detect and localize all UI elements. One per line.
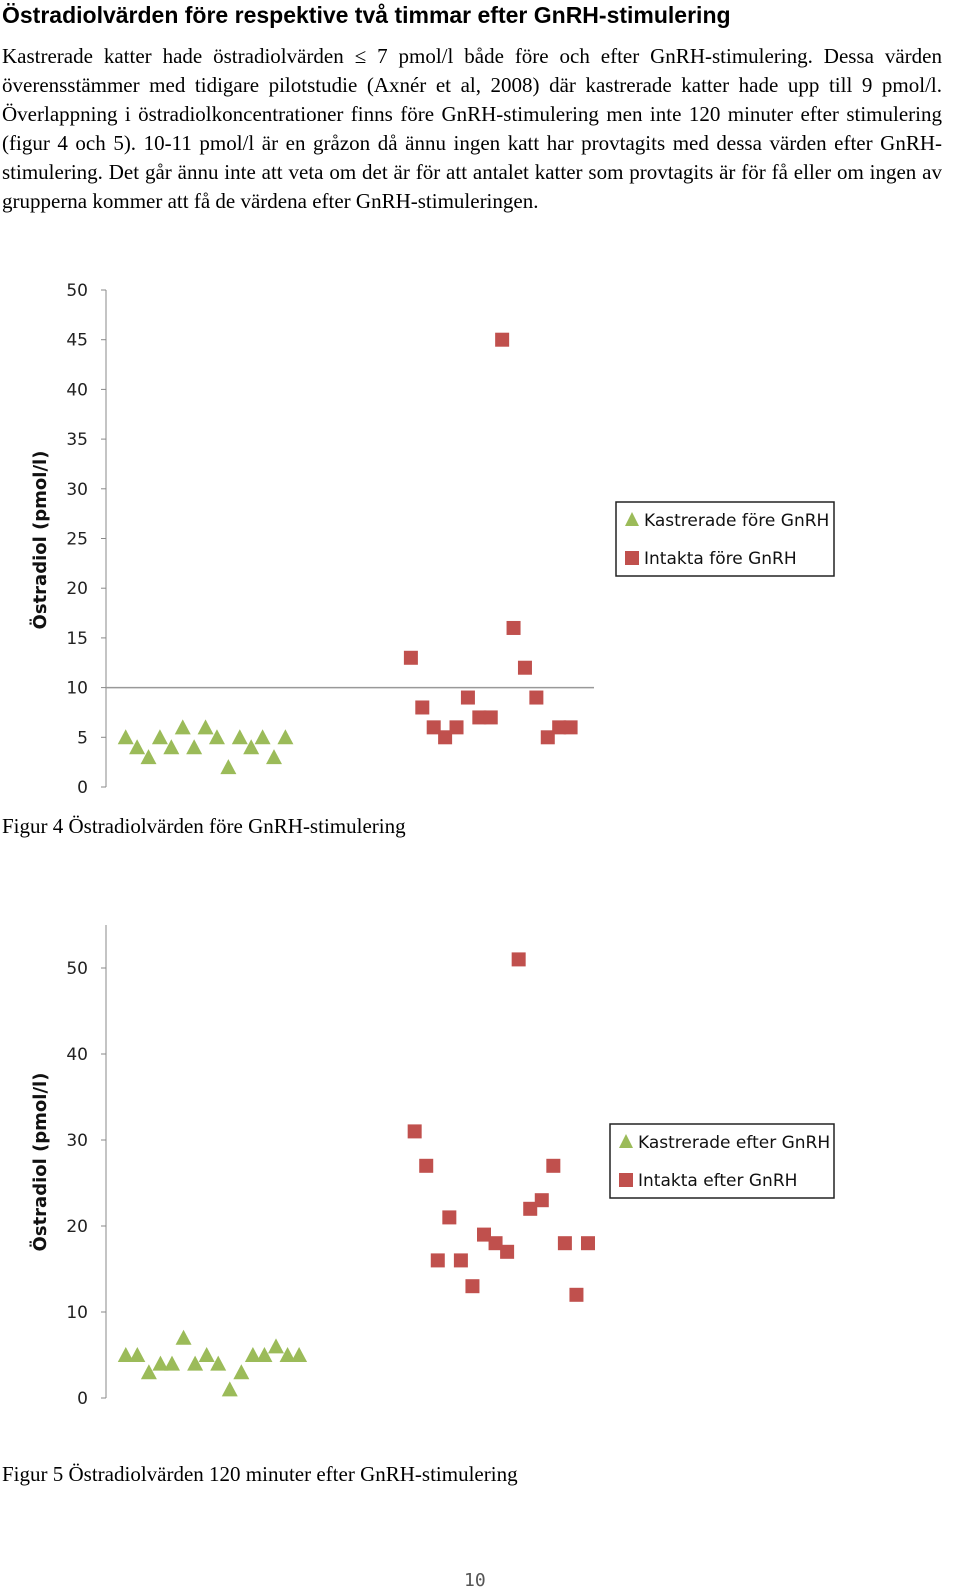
triangle-marker (197, 719, 214, 735)
square-marker (523, 1201, 538, 1216)
triangle-marker (175, 1329, 192, 1345)
triangle-marker (129, 1347, 146, 1362)
square-marker (569, 1287, 584, 1302)
legend-triangle-icon (619, 1134, 633, 1148)
figure-4-caption: Figur 4 Östradiolvärden före GnRH-stimul… (2, 814, 406, 838)
triangle-marker (174, 719, 191, 735)
legend-square-icon (625, 551, 639, 565)
y-tick-label: 0 (77, 1389, 88, 1409)
square-marker (488, 1236, 503, 1251)
square-marker (529, 690, 544, 705)
square-marker (449, 720, 464, 735)
square-marker (453, 1253, 468, 1268)
triangle-marker (140, 1364, 157, 1380)
triangle-marker (208, 729, 225, 745)
triangle-marker (268, 1338, 284, 1354)
triangle-marker (187, 1355, 204, 1371)
legend-square-icon (619, 1173, 633, 1187)
square-marker (460, 690, 475, 705)
square-marker (472, 710, 487, 725)
square-marker (552, 720, 567, 735)
legend-label: Intakta före GnRH (644, 549, 797, 569)
triangle-marker (151, 729, 168, 745)
y-tick-label: 30 (66, 480, 88, 500)
triangle-marker (231, 729, 248, 745)
triangle-marker (279, 1347, 296, 1362)
square-marker (495, 332, 510, 347)
section-heading: Östradiolvärden före respektive två timm… (2, 2, 731, 28)
square-marker (540, 730, 555, 745)
y-tick-label: 40 (66, 380, 88, 400)
body-paragraph: Kastrerade katter hade östradiolvärden ≤… (2, 44, 942, 213)
triangle-marker (266, 749, 282, 765)
triangle-marker (256, 1347, 273, 1362)
square-marker (557, 1236, 572, 1251)
triangle-marker (233, 1364, 250, 1380)
triangle-marker (243, 739, 260, 755)
y-axis-title: Östradiol (pmol/l) (29, 1073, 51, 1252)
triangle-marker (164, 1355, 180, 1371)
legend-triangle-icon (625, 512, 639, 526)
square-marker (546, 1158, 561, 1173)
page-number: 10 (464, 1570, 486, 1591)
legend-label: Kastrerade efter GnRH (638, 1133, 830, 1153)
square-marker (430, 1253, 445, 1268)
triangle-marker (291, 1347, 308, 1362)
square-marker (419, 1158, 434, 1173)
triangle-marker (244, 1347, 261, 1362)
square-marker (500, 1244, 515, 1259)
y-tick-label: 20 (66, 1217, 88, 1237)
triangle-marker (210, 1355, 227, 1371)
triangle-marker (152, 1355, 169, 1371)
y-tick-label: 40 (66, 1045, 88, 1065)
figure-4-scatter-chart: 0 5 10 15 20 25 30 35 40 45 50 Östradiol (pmol/l) Ka… (29, 281, 835, 798)
square-marker (563, 720, 578, 735)
y-tick-label: 10 (66, 1303, 88, 1323)
y-tick-label: 30 (66, 1131, 88, 1151)
y-tick-label: 0 (77, 778, 88, 798)
triangle-marker (186, 739, 203, 755)
y-axis-title: Östradiol (pmol/l) (29, 451, 51, 630)
triangle-marker (129, 739, 146, 755)
square-marker (415, 700, 430, 715)
y-tick-label: 5 (77, 728, 88, 748)
square-marker (581, 1236, 595, 1251)
square-marker (442, 1210, 457, 1225)
triangle-marker (277, 729, 294, 745)
triangle-marker (198, 1347, 215, 1362)
triangle-marker (254, 729, 271, 745)
square-marker (511, 952, 526, 967)
square-marker (517, 660, 532, 675)
square-marker (465, 1279, 480, 1294)
triangle-marker (117, 1347, 134, 1362)
y-tick-label: 35 (66, 430, 88, 450)
square-marker (403, 650, 418, 665)
legend-label: Kastrerade före GnRH (644, 511, 829, 531)
triangle-marker (117, 729, 134, 745)
y-tick-label: 45 (66, 331, 88, 351)
legend-label: Intakta efter GnRH (638, 1171, 797, 1191)
y-tick-label: 50 (66, 959, 88, 979)
square-marker (438, 730, 453, 745)
square-marker (407, 1124, 422, 1139)
square-marker (483, 710, 498, 725)
legend-box (615, 501, 835, 577)
triangle-marker (221, 1381, 238, 1397)
y-tick-label: 50 (66, 281, 88, 301)
y-tick-label: 10 (66, 679, 88, 699)
square-marker (506, 620, 521, 635)
square-marker (477, 1227, 491, 1242)
triangle-marker (163, 739, 180, 755)
figure-5-scatter-chart: 0 10 20 30 40 50 Östradiol (pmol/l) Kastrerade … (29, 925, 835, 1409)
legend-box (609, 1123, 835, 1199)
square-marker (426, 720, 441, 735)
figure-5-caption: Figur 5 Östradiolvärden 120 minuter efte… (2, 1462, 518, 1486)
triangle-marker (140, 749, 157, 765)
y-tick-label: 15 (66, 629, 88, 649)
triangle-marker (220, 759, 237, 775)
y-tick-label: 25 (66, 530, 88, 550)
y-tick-label: 20 (66, 579, 88, 599)
square-marker (534, 1193, 549, 1208)
